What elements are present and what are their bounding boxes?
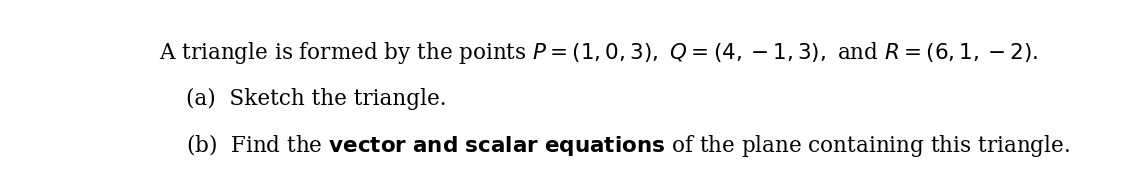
Text: (b)  Find the $\mathbf{vector\ and\ scalar\ equations}$ of the plane containing : (b) Find the $\mathbf{vector\ and\ scala… bbox=[186, 132, 1070, 159]
Text: A triangle is formed by the points $P = (1, 0, 3),\ Q = (4, -1, 3),$ and $R = (6: A triangle is formed by the points $P = … bbox=[159, 40, 1039, 66]
Text: (a)  Sketch the triangle.: (a) Sketch the triangle. bbox=[186, 88, 446, 110]
